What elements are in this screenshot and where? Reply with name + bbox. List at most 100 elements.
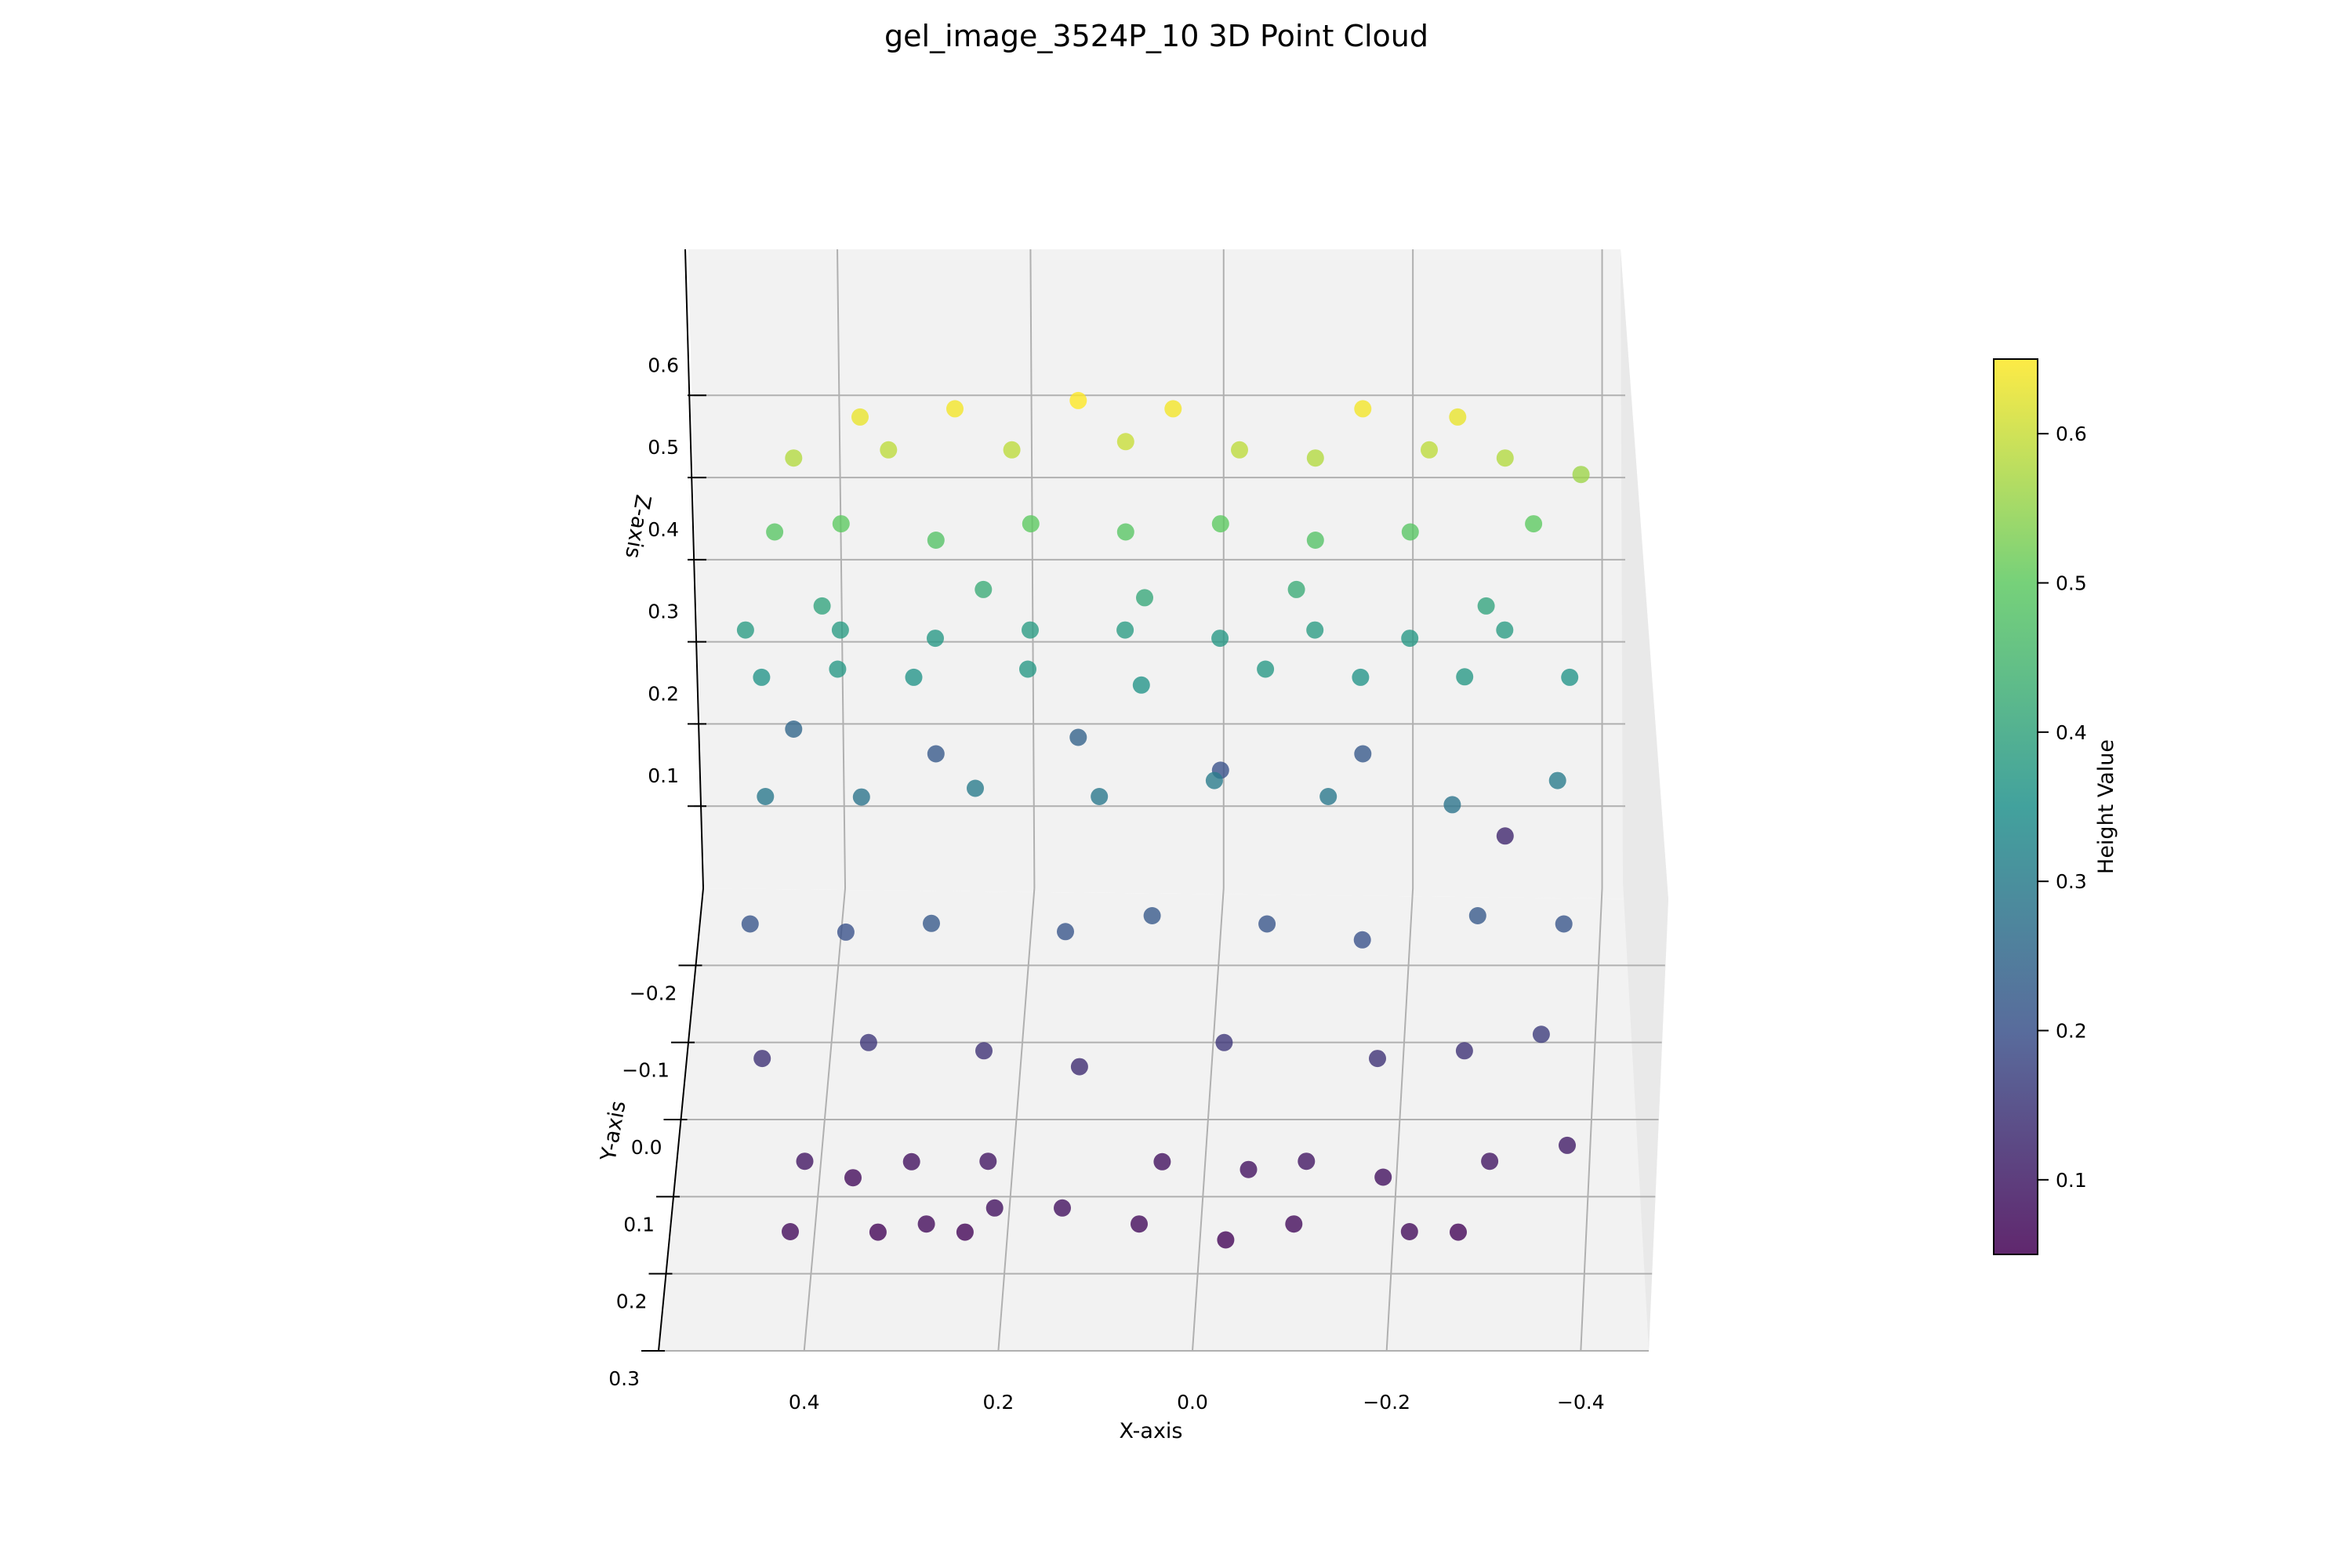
- point-57: [927, 630, 944, 648]
- point-63: [1496, 621, 1514, 639]
- colorbar-tick-label-0: 0.1: [2056, 1169, 2087, 1192]
- point-53: [1456, 668, 1474, 686]
- right-side-pane: [1621, 249, 1668, 1351]
- plot-3d-axes: [658, 249, 1668, 1352]
- point-90: [1306, 449, 1324, 467]
- colorbar-tick-label-3: 0.4: [2056, 721, 2087, 744]
- point-15: [1153, 1152, 1171, 1171]
- x-gridline-wall-0: [837, 249, 847, 889]
- z-tick-label-0: 0.1: [648, 764, 679, 787]
- point-4: [985, 1199, 1004, 1217]
- point-62: [1401, 630, 1419, 648]
- point-20: [1559, 1136, 1576, 1154]
- colorbar: 0.1 0.2 0.3 0.4 0.5 0.6 Height Value: [1993, 358, 2118, 1255]
- x-axis-label: X-axis: [1120, 1419, 1183, 1443]
- point-78: [1525, 515, 1543, 533]
- tick-labels: 0.4 0.2 0.0 −0.2 −0.4 −0.2 −0.1 0.0 0.1 0.2 0.3 0.1…: [608, 354, 1604, 1414]
- point-97: [1287, 580, 1305, 598]
- point-95: [975, 580, 993, 598]
- point-96: [1136, 589, 1153, 607]
- point-42: [1205, 771, 1223, 789]
- point-94: [813, 597, 831, 615]
- colorbar-tick-label-4: 0.5: [2056, 572, 2087, 595]
- point-12: [844, 1169, 862, 1187]
- colorbar-tick-label-2: 0.3: [2056, 870, 2087, 893]
- point-51: [1257, 660, 1275, 678]
- z-axis-label: Z-axis: [620, 492, 655, 560]
- z-tick-label-3: 0.4: [648, 518, 679, 541]
- point-46: [753, 668, 771, 686]
- point-19: [1481, 1152, 1499, 1171]
- y-axis-label: Y-axis: [596, 1099, 630, 1163]
- point-77: [1401, 523, 1419, 541]
- point-14: [979, 1152, 997, 1171]
- point-50: [1132, 676, 1150, 694]
- point-36: [1468, 907, 1486, 924]
- colorbar-label: Height Value: [2094, 739, 2118, 874]
- z-tick-label-1: 0.2: [648, 682, 679, 705]
- point-64: [785, 720, 803, 738]
- point-54: [1561, 668, 1579, 686]
- point-43: [1319, 788, 1338, 805]
- point-47: [829, 660, 847, 678]
- point-35: [1353, 931, 1371, 949]
- colorbar-gradient: [1993, 358, 2038, 1255]
- point-9: [1400, 1223, 1418, 1240]
- point-41: [1091, 788, 1109, 805]
- point-93: [1572, 466, 1590, 484]
- x-tick-label-0: 0.4: [789, 1391, 820, 1414]
- point-1: [869, 1223, 887, 1241]
- point-74: [1116, 523, 1134, 541]
- point-92: [1496, 449, 1514, 467]
- y-tick-label-2: 0.0: [631, 1136, 662, 1159]
- point-40: [967, 779, 984, 797]
- y-tick-label-1: −0.1: [622, 1059, 670, 1082]
- point-48: [905, 668, 923, 686]
- z-tick-label-5: 0.6: [648, 354, 679, 376]
- point-79: [851, 408, 869, 426]
- y-tick-label-0: −0.2: [630, 982, 677, 1004]
- point-0: [782, 1223, 799, 1240]
- point-82: [1164, 400, 1182, 418]
- point-31: [923, 914, 940, 932]
- point-75: [1211, 515, 1229, 533]
- point-8: [1285, 1215, 1303, 1233]
- point-61: [1306, 621, 1324, 639]
- point-28: [1532, 1025, 1550, 1044]
- y-tick-label-5: 0.3: [608, 1367, 640, 1390]
- point-69: [1496, 827, 1514, 845]
- point-30: [837, 923, 855, 941]
- colorbar-tick-label-1: 0.2: [2056, 1020, 2087, 1043]
- point-25: [1215, 1033, 1233, 1051]
- gridlines: [659, 249, 1665, 1352]
- point-81: [1069, 391, 1087, 409]
- colorbar-ticks: 0.1 0.2 0.3 0.4 0.5 0.6: [2038, 423, 2087, 1192]
- point-2: [917, 1215, 935, 1233]
- colorbar-tick-label-5: 0.6: [2056, 423, 2087, 445]
- point-66: [1069, 728, 1087, 746]
- point-56: [831, 621, 849, 639]
- point-58: [1022, 621, 1039, 639]
- point-89: [1231, 441, 1248, 459]
- point-70: [766, 523, 784, 541]
- x-tick-label-1: 0.2: [983, 1391, 1014, 1414]
- point-23: [975, 1042, 993, 1060]
- z-back-pane: [688, 249, 1668, 899]
- point-73: [1022, 515, 1040, 533]
- point-65: [927, 745, 945, 763]
- point-11: [796, 1152, 814, 1171]
- point-10: [1450, 1223, 1467, 1241]
- point-83: [1354, 400, 1372, 418]
- point-37: [1555, 915, 1573, 933]
- point-39: [852, 788, 870, 806]
- y-tick-label-3: 0.1: [623, 1213, 655, 1236]
- point-27: [1455, 1042, 1473, 1060]
- point-13: [902, 1152, 920, 1171]
- point-22: [859, 1033, 877, 1051]
- point-49: [1019, 660, 1036, 678]
- point-68: [1354, 745, 1372, 763]
- point-26: [1369, 1050, 1386, 1068]
- point-29: [741, 915, 759, 933]
- point-55: [736, 621, 754, 639]
- x-tick-label-4: −0.4: [1557, 1391, 1605, 1414]
